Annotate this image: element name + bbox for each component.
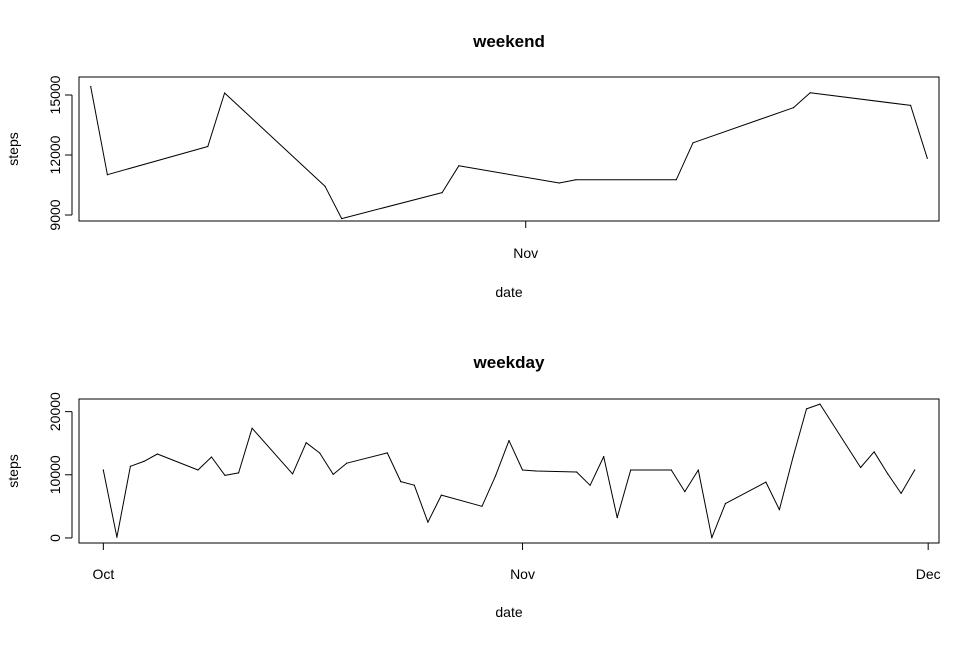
weekday-data-point: [603, 456, 605, 458]
weekday-data-point: [535, 470, 537, 472]
weekday-data-point: [765, 481, 767, 483]
weekday-data-point: [697, 469, 699, 471]
weekday-data-point: [819, 403, 821, 405]
weekend-data-point: [90, 86, 92, 88]
weekend-data-point: [926, 157, 928, 159]
weekday-data-point: [251, 427, 253, 429]
weekday-data-point: [873, 451, 875, 453]
weekday-data-point: [319, 452, 321, 454]
weekday-data-point: [589, 484, 591, 486]
weekday-x-axis-label: date: [495, 604, 522, 620]
weekend-data-point: [324, 185, 326, 187]
weekday-data-point: [670, 469, 672, 471]
weekend-data-point: [809, 92, 811, 94]
weekend-y-tick-label-9000: 9000: [47, 199, 63, 230]
weekday-data-point: [305, 442, 307, 444]
weekend-series-line-0: [90, 86, 928, 220]
weekend-y-tick-label-15000: 15000: [47, 75, 63, 114]
weekday-data-point: [630, 469, 632, 471]
weekday-data-point: [860, 466, 862, 469]
weekend-data-point: [341, 218, 343, 220]
weekday-data-point: [724, 503, 727, 505]
weekday-data-point: [413, 484, 415, 486]
weekday-data-point: [494, 475, 497, 477]
weekend-plot-frame: [78, 76, 940, 222]
weekend-x-tick-label-nov: Nov: [513, 245, 538, 261]
weekday-data-point: [197, 469, 199, 471]
weekday-x-tick-label-dec: Dec: [916, 566, 941, 582]
weekday-title: weekday: [473, 353, 545, 372]
weekday-plot-frame: [78, 398, 940, 544]
weekend-y-axis-label: steps: [5, 132, 21, 165]
weekday-data-point: [129, 465, 131, 467]
weekday-data-point: [792, 456, 794, 458]
weekday-data-point: [346, 462, 348, 464]
weekday-y-tick-label-0: 0: [47, 534, 63, 542]
weekend-data-point: [792, 107, 795, 109]
weekend-data-point: [910, 104, 912, 106]
weekday-y-tick-label-20000: 20000: [47, 392, 63, 431]
weekend-data-point: [458, 165, 460, 167]
weekday-data-point: [238, 472, 240, 474]
weekday-data-point: [332, 473, 334, 475]
weekend-data-point: [207, 145, 209, 148]
weekday-data-point: [900, 492, 902, 494]
weekday-data-point: [224, 474, 226, 476]
weekday-data-point: [481, 505, 483, 507]
weekday-data-point: [576, 471, 578, 473]
weekday-data-point: [292, 473, 294, 475]
weekday-data-point: [427, 521, 429, 523]
weekend-y-tick-label-12000: 12000: [47, 135, 63, 174]
weekday-data-point: [116, 536, 118, 538]
weekend-title: weekend: [472, 32, 545, 51]
weekend-data-point: [558, 182, 560, 184]
weekday-data-point: [210, 456, 213, 458]
weekend-data-point: [575, 179, 577, 181]
weekend-data-point: [692, 142, 694, 144]
weekday-data-point: [914, 469, 916, 471]
weekday-data-point: [711, 537, 713, 539]
weekday-data-point: [508, 440, 510, 442]
weekday-x-tick-label-nov: Nov: [510, 566, 535, 582]
weekday-data-point: [156, 453, 158, 455]
weekday-data-point: [778, 509, 781, 511]
weekday-data-point: [102, 469, 104, 471]
weekday-x-tick-label-oct: Oct: [92, 566, 114, 582]
weekday-y-tick-label-10000: 10000: [47, 455, 63, 494]
weekend-x-axis-label: date: [495, 284, 522, 300]
weekday-series-line-0: [102, 403, 916, 539]
weekend-data-point: [675, 179, 677, 181]
weekend-data-point: [224, 92, 226, 94]
weekday-data-point: [616, 517, 618, 519]
weekday-y-axis-label: steps: [5, 454, 21, 487]
weekday-data-point: [684, 491, 686, 493]
weekday-data-point: [521, 469, 524, 471]
weekday-data-point: [143, 460, 145, 462]
weekday-data-point: [400, 481, 402, 483]
weekday-data-point: [386, 452, 388, 454]
weekend-data-point: [106, 174, 108, 176]
weekday-data-point: [887, 473, 889, 475]
weekend-data-point: [441, 192, 443, 194]
weekday-data-point: [440, 494, 442, 496]
weekday-data-point: [805, 408, 808, 410]
